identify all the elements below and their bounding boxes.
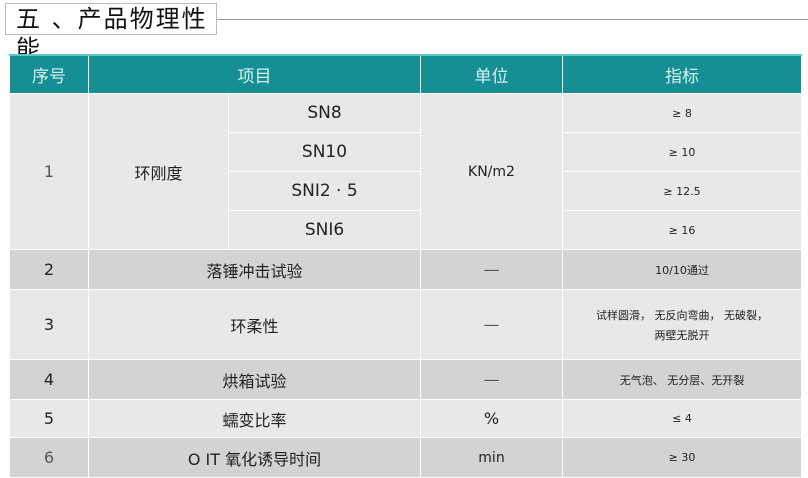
row-item: 烘箱试验 [88, 359, 421, 400]
row-unit: % [420, 399, 563, 438]
row-unit: KN/m2 [420, 93, 563, 250]
row-no: 5 [9, 399, 89, 438]
section-title: 五 、产品物理性能 [5, 3, 217, 63]
spec-value: ≥ 10 [562, 132, 802, 172]
divider [217, 19, 808, 20]
spec-value: ≤ 4 [562, 399, 802, 438]
row-item: O IT 氧化诱导时间 [88, 437, 421, 478]
physical-properties-table: 序号 项目 单位 指标 1 环刚度 SN8 KN/m2 ≥ 8 SN10 ≥ 10 SNI2 ·… [9, 54, 802, 478]
header-item: 项目 [88, 54, 421, 94]
row-unit: min [420, 437, 563, 478]
spec-value: 无气泡、 无分层、无开裂 [562, 359, 802, 400]
grade: SN10 [228, 132, 421, 172]
header-unit: 单位 [420, 54, 563, 94]
row-item: 落锤冲击试验 [88, 249, 421, 290]
spec-value: 10/10通过 [562, 249, 802, 290]
row-no: 4 [9, 359, 89, 400]
header-spec: 指标 [562, 54, 802, 94]
spec-value: ≥ 12.5 [562, 171, 802, 211]
spec-value: 试样圆滑， 无反向弯曲， 无破裂， 两壁无脱开 [562, 289, 802, 360]
spec-value: ≥ 30 [562, 437, 802, 478]
grade: SNI2 · 5 [228, 171, 421, 211]
row-unit: — [420, 359, 563, 400]
row-unit: — [420, 289, 563, 360]
spec-value: ≥ 8 [562, 93, 802, 133]
row-no: 1 [9, 93, 89, 250]
row-unit: — [420, 249, 563, 290]
row-no: 3 [9, 289, 89, 360]
row-no: 2 [9, 249, 89, 290]
row-no: 6 [9, 437, 89, 478]
row-item: 环柔性 [88, 289, 421, 360]
header-no: 序号 [9, 54, 89, 94]
grade: SNI6 [228, 210, 421, 250]
spec-value: ≥ 16 [562, 210, 802, 250]
spec-line: 两壁无脱开 [654, 328, 710, 342]
row-item: 蠕变比率 [88, 399, 421, 438]
grade: SN8 [228, 93, 421, 133]
spec-line: 试样圆滑， 无反向弯曲， 无破裂， [596, 308, 768, 322]
row-item: 环刚度 [88, 93, 229, 250]
